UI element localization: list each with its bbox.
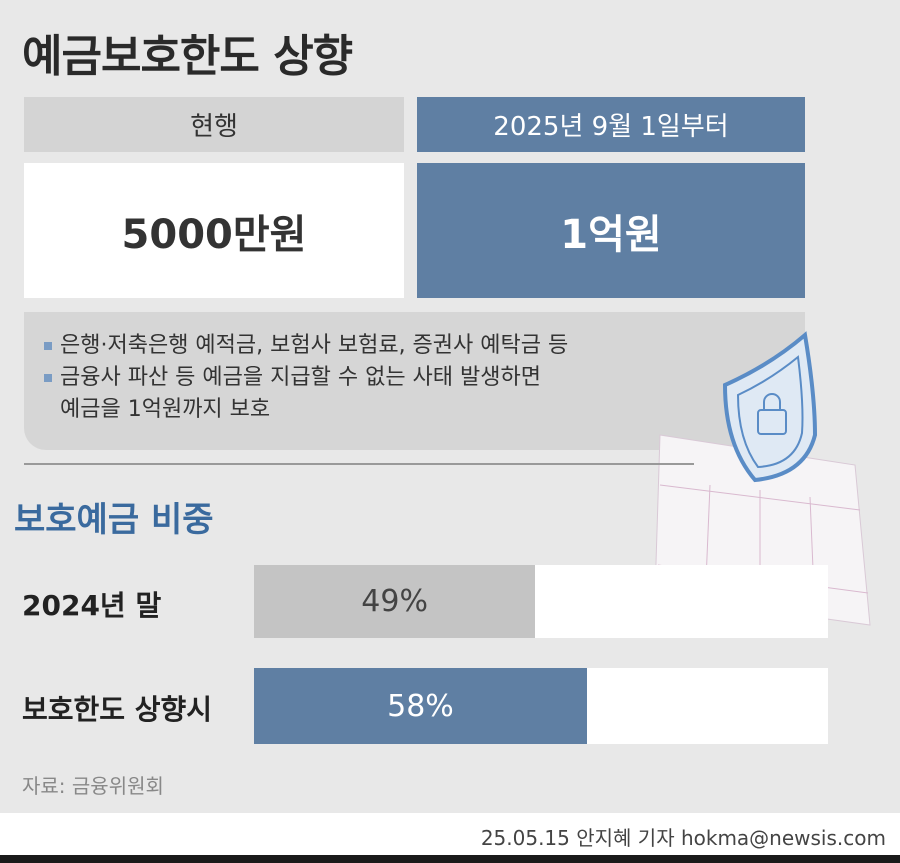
bar-value-label: 58% — [387, 688, 454, 724]
bar-raised-limit: 58% — [254, 668, 587, 744]
source-text: 자료: 금융위원회 — [22, 774, 164, 798]
current-value: 5000만원 — [24, 163, 404, 298]
bar-label: 2024년 말 — [22, 589, 162, 622]
page-title: 예금보호한도 상향 — [22, 31, 353, 82]
footer: 25.05.15 안지혜 기자 hokma@newsis.com — [0, 813, 900, 855]
bar-track: 49% — [254, 565, 828, 638]
shield-lock-icon — [722, 331, 818, 483]
new-value: 1억원 — [417, 163, 805, 298]
note-item: 은행·저축은행 예적금, 보험사 보험료, 증권사 예탁금 등 — [44, 330, 785, 362]
current-header: 현행 — [24, 97, 404, 152]
bullet-icon — [44, 342, 52, 350]
notes-box: 은행·저축은행 예적금, 보험사 보험료, 증권사 예탁금 등 금융사 파산 등… — [24, 312, 805, 450]
infographic: 예금보호한도 상향 현행 2025년 9월 1일부터 5000만원 1억원 은행… — [0, 0, 900, 813]
new-header: 2025년 9월 1일부터 — [417, 97, 805, 152]
credit-text: 25.05.15 안지혜 기자 hokma@newsis.com — [480, 826, 886, 850]
bar-value-label: 49% — [361, 584, 428, 619]
bar-2024: 49% — [254, 565, 536, 638]
note-item: 예금을 1억원까지 보호 — [60, 397, 271, 422]
chart-title: 보호예금 비중 — [14, 500, 214, 540]
note-item: 금융사 파산 등 예금을 지급할 수 없는 사태 발생하면 — [44, 362, 785, 394]
bar-track: 58% — [254, 668, 828, 744]
divider — [24, 463, 694, 465]
bullet-icon — [44, 374, 52, 382]
bar-label: 보호한도 상향시 — [22, 693, 213, 726]
